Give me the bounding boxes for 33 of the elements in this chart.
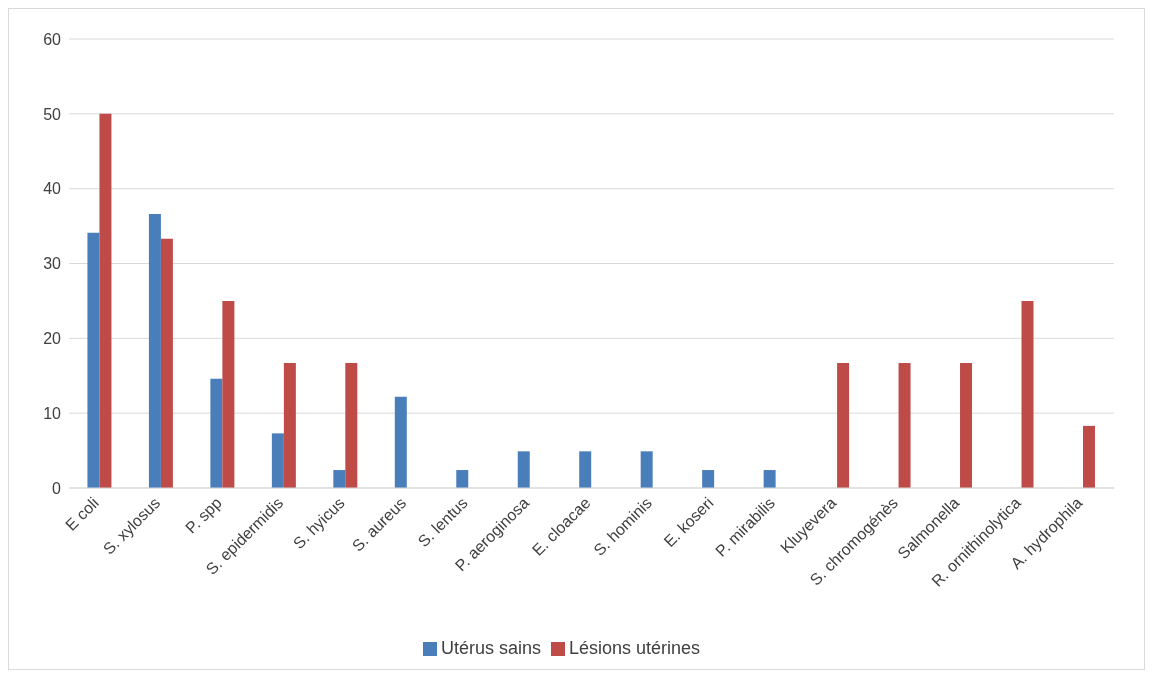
bar	[898, 363, 911, 488]
bar	[1021, 300, 1034, 488]
bar	[222, 300, 235, 488]
x-tick-label: P. spp	[182, 494, 225, 537]
legend-label: Utérus sains	[440, 638, 541, 658]
x-tick-label: E coli	[62, 494, 102, 534]
bar	[640, 451, 653, 488]
bar	[579, 451, 592, 488]
bar	[456, 470, 469, 488]
bar	[99, 113, 112, 488]
y-tick-label: 40	[43, 180, 62, 198]
legend-label: Lésions utérines	[568, 638, 701, 658]
bar	[837, 363, 850, 488]
bar	[271, 433, 284, 488]
bar	[283, 363, 296, 488]
bar	[1082, 425, 1095, 488]
y-tick-label: 60	[43, 30, 62, 48]
bar	[87, 232, 100, 488]
y-tick-label: 50	[43, 105, 62, 123]
y-tick-label: 0	[52, 479, 62, 497]
bar	[517, 451, 530, 488]
bar	[148, 214, 161, 488]
bar	[394, 396, 407, 488]
bar	[763, 470, 776, 488]
y-tick-label: 20	[43, 330, 62, 348]
bar	[960, 363, 973, 488]
y-tick-label: 10	[43, 404, 62, 422]
bar	[160, 238, 173, 488]
bar	[345, 363, 358, 488]
y-tick-label: 30	[43, 255, 62, 273]
bar	[210, 378, 223, 488]
bar	[333, 470, 346, 488]
bar	[702, 470, 715, 488]
